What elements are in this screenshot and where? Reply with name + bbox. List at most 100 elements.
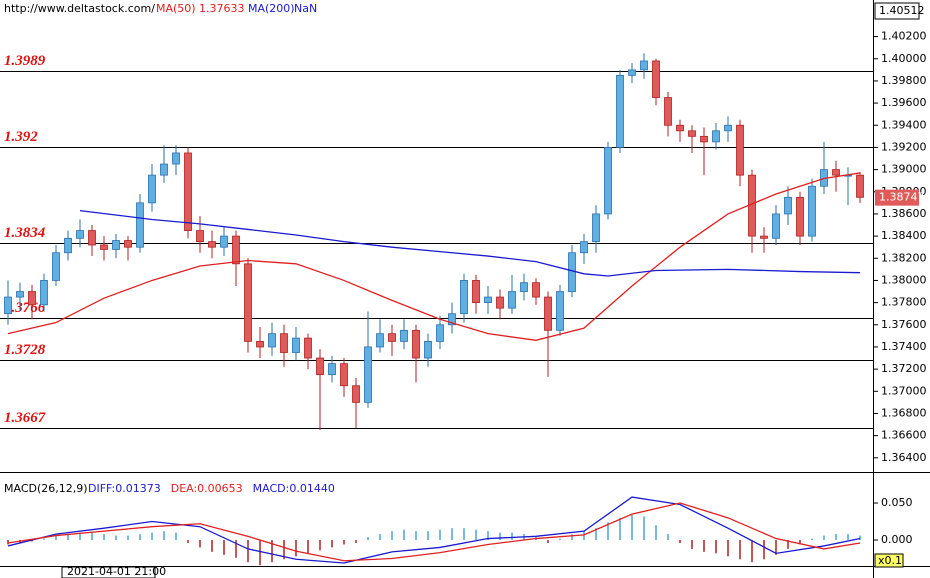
candle-body [172, 152, 180, 165]
candle-body [88, 230, 96, 246]
candle-body [664, 97, 672, 126]
candle-body [376, 333, 384, 348]
candle-body [124, 240, 132, 248]
candle-body [28, 291, 36, 306]
candle-body [724, 124, 732, 132]
ma-label: MA(200) [248, 2, 295, 15]
candle-body [832, 169, 840, 176]
candle-body [412, 329, 420, 359]
ma-value: 1.37633 [199, 2, 245, 15]
level-label: 1.3989 [4, 53, 46, 69]
macd-label: DIFF:0.01373 [88, 482, 161, 495]
ma-label: MA(50) [156, 2, 196, 15]
candle-body [688, 130, 696, 137]
y-tick-label: 1.36800 [881, 406, 927, 419]
top-price-box [874, 2, 920, 20]
candle-body [676, 124, 684, 132]
source: http://www.deltastock.com/ [4, 2, 155, 15]
candle-body [520, 282, 528, 292]
candle-body [400, 329, 408, 342]
candle-body [280, 333, 288, 353]
y-tick-label: 0.050 [881, 496, 913, 509]
candle-body [328, 363, 336, 376]
candle-body [292, 337, 300, 353]
candle-body [652, 60, 660, 98]
candle-body [556, 291, 564, 331]
y-tick-label: 1.40200 [881, 30, 927, 43]
y-tick-label: 1.38600 [881, 207, 927, 220]
macd-line [7, 502, 861, 562]
candle-body [196, 230, 204, 243]
candle-body [364, 346, 372, 403]
y-tick-label: 1.37600 [881, 318, 927, 331]
level-label: 1.3834 [4, 225, 46, 241]
candle-body [796, 196, 804, 237]
candle-body [772, 213, 780, 239]
ma-value: NaN [294, 2, 317, 15]
y-tick-label: 1.38200 [881, 251, 927, 264]
candle-body [640, 60, 648, 71]
candle-body [448, 313, 456, 326]
candle-body [472, 280, 480, 304]
top-price: 1.40512 [879, 4, 925, 17]
candle-body [4, 296, 12, 315]
y-tick-label: 1.37800 [881, 296, 927, 309]
candle-body [76, 230, 84, 239]
y-tick-label: 1.39000 [881, 163, 927, 176]
ma-line [7, 172, 861, 341]
y-tick-label: 1.40000 [881, 52, 927, 65]
candle-body [592, 213, 600, 243]
candle-body [184, 152, 192, 231]
candle-body [64, 237, 72, 254]
ma-line [79, 209, 861, 277]
candle-body [784, 196, 792, 215]
candle-body [136, 202, 144, 248]
candle-body [736, 124, 744, 176]
candle-body [568, 252, 576, 292]
candle-body [100, 244, 108, 250]
candle-body [220, 235, 228, 248]
y-tick-label: 1.38400 [881, 229, 927, 242]
candle-body [304, 337, 312, 359]
y-tick-label: 1.37200 [881, 362, 927, 375]
candle-body [544, 296, 552, 331]
y-tick-label: 1.37000 [881, 384, 927, 397]
candle-body [268, 333, 276, 348]
candle-body [40, 280, 48, 306]
candle-body [352, 385, 360, 403]
candle-body [628, 69, 636, 76]
level-label: 1.3667 [4, 410, 46, 426]
candle-body [712, 130, 720, 143]
macd-label: MACD:0.01440 [253, 482, 335, 495]
y-tick-label: 0.000 [881, 533, 913, 546]
candle-body [16, 291, 24, 298]
y-tick-label: 1.38000 [881, 273, 927, 286]
candle-body [424, 341, 432, 359]
candle-body [436, 324, 444, 342]
candle-body [604, 147, 612, 215]
date-label: 2021-04-01 21:00 [67, 565, 166, 578]
candle-body [148, 174, 156, 204]
candle-body [508, 291, 516, 309]
y-tick-label: 1.39600 [881, 96, 927, 109]
macd-title: MACD(26,12,9) [4, 482, 88, 495]
candle-body [340, 363, 348, 387]
candle-body [760, 235, 768, 239]
candle-body [484, 296, 492, 304]
scale-box [874, 553, 904, 568]
last-price-box [875, 189, 919, 206]
macd-label: DEA:0.00653 [171, 482, 243, 495]
candle-body [496, 296, 504, 309]
scale-label: x0.1 [878, 554, 902, 567]
candle-body [232, 235, 240, 265]
candle-body [208, 241, 216, 248]
y-tick-label: 1.39400 [881, 118, 927, 131]
candle-body [256, 341, 264, 348]
candle-body [808, 185, 816, 237]
candle-body [244, 263, 252, 342]
candle-body [460, 280, 468, 315]
y-tick-label: 1.36400 [881, 451, 927, 464]
macd-line [7, 496, 861, 564]
candle-body [700, 135, 708, 143]
